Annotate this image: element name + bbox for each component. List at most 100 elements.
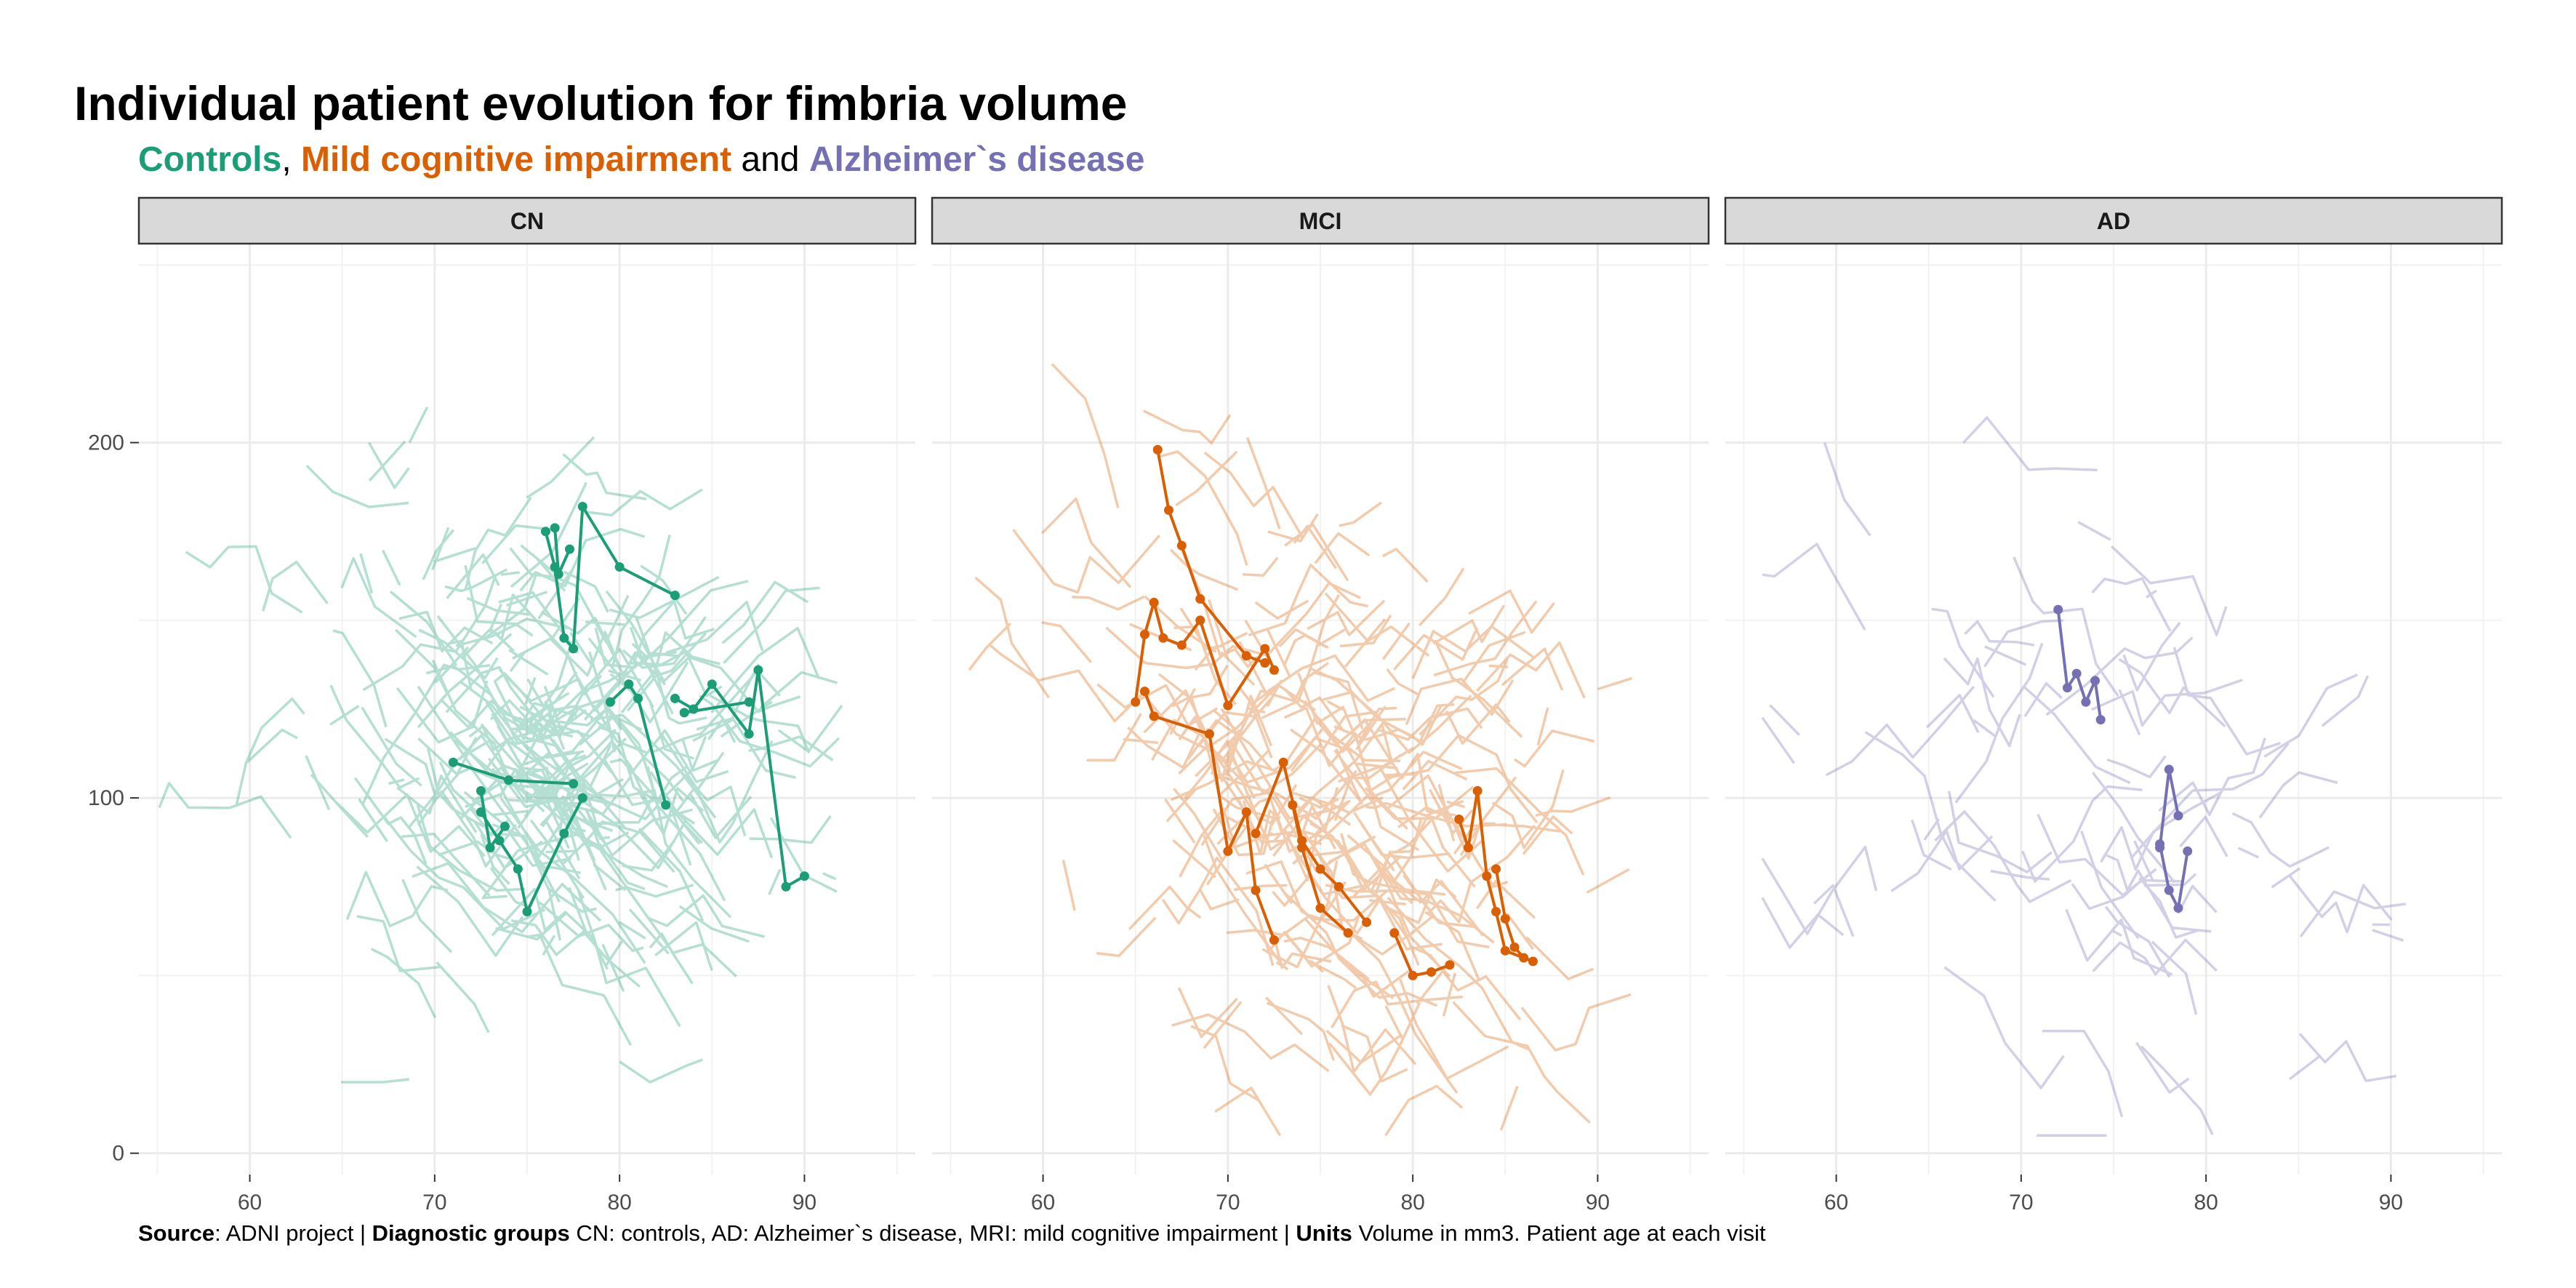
trajectory-line <box>646 766 659 807</box>
trajectory-line <box>1165 788 1197 823</box>
trajectory-line <box>431 659 545 813</box>
trajectory-line <box>1290 736 1355 772</box>
trajectory-line <box>1403 874 1474 928</box>
trajectory-line <box>1393 627 1479 671</box>
chart-title: Individual patient evolution for fimbria… <box>74 76 1128 130</box>
trajectory-line <box>1212 808 1325 857</box>
trajectory-line <box>2100 791 2221 871</box>
trajectory-line <box>594 627 633 669</box>
x-tick-label: 80 <box>2194 1191 2218 1215</box>
trajectory-line <box>1096 683 1219 727</box>
trajectory-line <box>1247 706 1266 714</box>
x-tick-label: 80 <box>1400 1191 1424 1215</box>
trajectory-line <box>583 652 680 721</box>
trajectory-line <box>678 905 750 943</box>
trajectory-line <box>262 560 329 612</box>
trajectory-line <box>533 853 561 903</box>
trajectory-line <box>412 862 602 934</box>
data-point <box>2053 604 2063 615</box>
trajectory-line <box>2045 636 2194 716</box>
trajectory-line <box>1339 501 1383 527</box>
data-point <box>624 679 634 689</box>
trajectory-line <box>1284 932 1306 957</box>
trajectory-line <box>1434 639 1456 683</box>
trajectory-line <box>1267 513 1319 543</box>
data-point <box>1251 828 1261 839</box>
background-trajectories <box>1761 416 2407 1137</box>
trajectory-line <box>1475 879 1536 919</box>
data-point <box>744 697 754 707</box>
trajectory-line <box>1150 719 1261 821</box>
trajectory-line <box>1344 618 1387 668</box>
trajectory-line <box>488 629 501 636</box>
trajectory-line <box>1442 972 1457 1017</box>
trajectory-line <box>531 700 566 751</box>
highlighted-patient <box>679 697 754 718</box>
trajectory-line <box>1324 592 1430 657</box>
trajectory-line <box>1223 695 1273 749</box>
trajectory-line <box>528 770 566 791</box>
data-point <box>569 779 579 789</box>
trajectory-line <box>1203 684 1279 751</box>
trajectory-line <box>1169 687 1197 735</box>
trajectory-line <box>1433 600 1538 677</box>
trajectory-line <box>1452 1001 1592 1124</box>
trajectory-line <box>582 488 703 517</box>
trajectory-line <box>1187 719 1273 771</box>
trajectory-line <box>707 717 737 743</box>
data-point <box>499 821 510 831</box>
trajectory-line <box>1314 532 1371 564</box>
data-point <box>1176 540 1187 551</box>
trajectory-line <box>368 440 406 482</box>
trajectory-line <box>1445 703 1511 745</box>
data-point <box>1491 906 1501 916</box>
trajectory-line <box>1284 523 1349 582</box>
data-point <box>1260 657 1270 668</box>
highlighted-line <box>1291 804 1349 935</box>
trajectory-line <box>609 575 720 620</box>
trajectory-line <box>558 737 627 833</box>
data-point <box>1223 846 1233 856</box>
data-point <box>476 785 486 796</box>
subtitle-controls: Controls <box>138 140 282 179</box>
highlighted-patient <box>1139 687 1279 945</box>
data-point <box>1163 505 1173 515</box>
trajectory-line <box>445 665 545 730</box>
trajectory-line <box>1506 912 1535 951</box>
trajectory-line <box>416 804 526 892</box>
trajectory-line <box>361 663 491 807</box>
highlighted-line <box>1254 761 1368 924</box>
trajectory-line <box>1229 727 1401 784</box>
trajectory-line <box>1349 718 1456 817</box>
data-point <box>2155 839 2165 849</box>
x-tick-label: 90 <box>793 1191 816 1215</box>
trajectory-line <box>396 774 478 833</box>
trajectory-line <box>436 615 570 723</box>
caption-units-text: Volume in mm3. Patient age at each visit <box>1352 1220 1766 1246</box>
trajectory-line <box>1333 753 1402 822</box>
trajectory-line <box>431 527 450 571</box>
trajectory-line <box>2130 742 2290 860</box>
trajectory-line <box>359 553 374 594</box>
trajectory-line <box>630 650 723 697</box>
trajectory-line <box>1864 731 1997 902</box>
trajectory-line <box>1925 694 1980 733</box>
trajectory-line <box>1072 595 1145 611</box>
trajectory-line <box>505 793 585 804</box>
trajectory-line <box>1525 936 1594 980</box>
trajectory-line <box>2071 879 2182 911</box>
trajectory-line <box>547 890 562 941</box>
trajectory-line <box>1272 877 1309 907</box>
trajectory-line <box>2022 684 2131 785</box>
trajectory-line <box>495 913 566 941</box>
highlighted-patient <box>1288 800 1353 938</box>
data-point <box>564 544 574 554</box>
trajectory-line <box>1245 436 1281 529</box>
trajectory-line <box>1173 625 1237 705</box>
trajectory-line <box>587 637 628 687</box>
trajectory-line <box>628 908 670 955</box>
trajectory-line <box>1424 911 1480 981</box>
data-point <box>1528 956 1538 967</box>
trajectory-line <box>723 586 820 665</box>
trajectory-line <box>305 465 409 508</box>
